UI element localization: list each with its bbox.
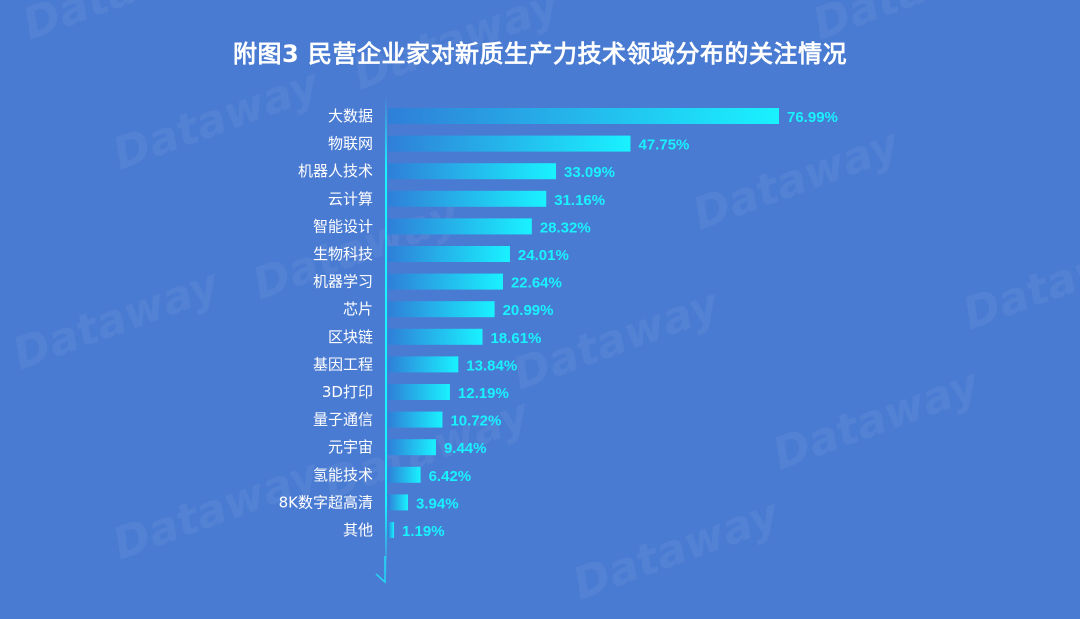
category-label-4: 智能设计 [313,217,373,235]
category-label-0: 大数据 [328,107,373,125]
value-label-13: 6.42% [429,468,472,485]
bar-3 [388,190,547,207]
value-label-3: 31.16% [554,192,605,209]
category-label-6: 机器学习 [313,273,373,291]
y-axis-line [385,96,387,576]
bar-5 [388,246,510,262]
value-label-10: 12.19% [458,385,509,402]
value-label-7: 20.99% [503,302,554,319]
value-label-0: 76.99% [787,109,838,126]
value-label-14: 3.94% [416,495,459,512]
value-label-9: 13.84% [466,357,517,374]
category-label-3: 云计算 [328,190,373,208]
category-label-15: 其他 [343,521,373,539]
bar-10 [388,384,450,400]
bar-13 [388,466,421,483]
chart-title: 附图3 民营企业家对新质生产力技术领域分布的关注情况 [232,40,848,68]
y-axis-arrow [375,556,386,584]
bar-4 [388,218,532,235]
category-label-2: 机器人技术 [298,162,373,180]
value-label-6: 22.64% [511,275,562,292]
bar-0 [388,108,779,124]
category-label-5: 生物科技 [313,245,373,263]
bar-11 [388,411,443,428]
category-label-13: 氢能技术 [313,466,373,484]
category-label-1: 物联网 [328,135,373,153]
bar-9 [388,356,459,373]
category-label-12: 元宇宙 [328,438,373,456]
value-label-15: 1.19% [402,523,445,540]
bar-1 [388,135,631,152]
value-label-5: 24.01% [518,247,569,264]
bar-12 [388,439,436,456]
bar-6 [388,273,503,290]
value-label-12: 9.44% [444,440,487,457]
bar-15 [388,522,395,538]
bar-2 [388,163,557,180]
category-label-10: 3D打印 [322,383,373,401]
category-label-8: 区块链 [328,328,373,346]
bar-8 [388,328,483,345]
category-label-11: 量子通信 [313,411,373,429]
category-label-9: 基因工程 [313,355,373,373]
value-label-4: 28.32% [540,219,591,236]
category-label-14: 8K数字超高清 [279,493,373,511]
bar-7 [388,301,495,318]
value-label-11: 10.72% [450,413,501,430]
value-label-2: 33.09% [564,164,615,181]
category-label-7: 芯片 [343,300,373,318]
value-label-1: 47.75% [639,137,690,154]
value-label-8: 18.61% [491,330,542,347]
bar-14 [388,494,409,511]
